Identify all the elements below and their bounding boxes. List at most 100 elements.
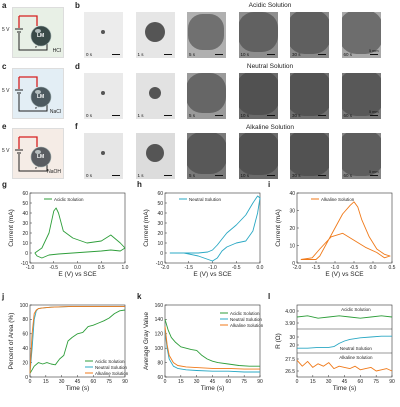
timelapse-frame: 30 s: [290, 73, 329, 119]
y-tick-label: 60: [157, 375, 163, 381]
timelapse-frame: 60 s 5 mm: [341, 73, 381, 119]
scale-bar: [318, 53, 326, 55]
y-tick-label: 30: [289, 208, 295, 214]
x-tick-label: -1.5: [312, 265, 321, 271]
series-line: [300, 201, 391, 260]
x-tick-label: 60: [358, 379, 364, 385]
scale-bar: [163, 114, 172, 116]
lm-droplet: [341, 133, 381, 176]
y-tick-label: 0: [25, 375, 28, 381]
lm-droplet: [101, 91, 105, 95]
x-tick-label: 0.5: [98, 265, 105, 271]
panel-label-j: j: [2, 292, 5, 301]
x-tick-label: 45: [342, 379, 348, 385]
drop-label: LM: [37, 33, 45, 39]
timelapse-frame: 0 s: [84, 73, 123, 119]
lm-droplet: [144, 22, 165, 42]
x-axis-label: Time (s): [333, 385, 357, 392]
y-tick-label: 50: [157, 201, 163, 207]
y-tick-label: 4.00: [285, 309, 295, 315]
y-tick-label: -10: [156, 261, 163, 267]
scale-bar: [369, 174, 378, 176]
series-line: [296, 359, 393, 372]
circuit-diagram: 5 V LM NaCl e⁻: [2, 68, 64, 119]
y-tick-label: 140: [155, 317, 164, 323]
time-label: 60 s: [343, 113, 353, 118]
y-tick-label: 60: [22, 191, 28, 197]
scale-bar: [163, 174, 172, 176]
series-line: [297, 335, 392, 349]
x-tick-label: 60: [91, 379, 97, 385]
x-tick-label: -1.0: [208, 265, 217, 271]
electron-label: e⁻: [35, 44, 40, 49]
timelapse-frame: 30 s: [290, 133, 329, 179]
panel-label-c: c: [2, 62, 7, 71]
lm-droplet: [188, 14, 224, 50]
x-tick-label: 15: [310, 379, 316, 385]
x-tick-label: 1.0: [122, 265, 129, 271]
solution-label: HCl: [52, 48, 61, 54]
x-tick-label: 0.0: [257, 265, 264, 271]
x-tick-label: -0.5: [350, 265, 359, 271]
row-title-alkaline: Alkaline Solution: [245, 124, 295, 131]
panel-label-i: i: [268, 180, 271, 189]
panel-label-e: e: [2, 122, 7, 131]
electron-label: e⁻: [35, 105, 40, 110]
y-tick-label: 120: [155, 332, 164, 338]
series-line: [296, 315, 393, 319]
y-tick-label: 40: [22, 211, 28, 217]
subplot-title: Alkaline Solution: [339, 355, 373, 360]
y-tick-label: 80: [157, 360, 163, 366]
x-tick-label: 0.5: [389, 265, 396, 271]
subplot-title: Acidic Solution: [341, 307, 371, 312]
x-tick-label: -1.5: [184, 265, 193, 271]
x-tick-label: 0.0: [370, 265, 377, 271]
y-tick-label: 30: [22, 221, 28, 227]
y-tick-label: 3.90: [285, 321, 295, 327]
voltage-label: 5 V: [2, 148, 10, 154]
scale-bar: [215, 174, 223, 176]
time-label: 30 s: [292, 113, 301, 118]
scale-bar: [266, 114, 275, 116]
time-label: 1 s: [137, 173, 144, 178]
timelapse-frame: 0 s: [84, 12, 123, 58]
drop-label: LM: [37, 94, 45, 100]
legend-label: Acidic Solution: [54, 197, 84, 202]
time-label: 1 s: [137, 52, 144, 57]
panel-label-h: h: [137, 180, 142, 189]
x-axis-label: E (V) vs SCE: [193, 271, 232, 278]
timelapse-frame: 60 s 5 mm: [341, 133, 381, 179]
legend-label: Acidic Solution: [230, 311, 260, 316]
scale-bar-label: 5 mm: [369, 170, 379, 174]
y-tick-label: 10: [157, 241, 163, 247]
x-tick-label: 90: [257, 379, 263, 385]
y-tick-label: 100: [20, 303, 29, 309]
x-axis-label: Time (s): [201, 385, 225, 392]
x-tick-label: 30: [59, 379, 65, 385]
solution-label: NaCl: [49, 109, 61, 115]
y-axis-label: Current (mA): [275, 209, 282, 247]
chart-i-frame: [296, 192, 393, 264]
y-tick-label: 30: [157, 221, 163, 227]
y-tick-label: 100: [155, 346, 164, 352]
y-tick-label: 60: [157, 191, 163, 197]
legend-label: Neutral Solution: [230, 317, 263, 322]
x-axis-label: E (V) vs SCE: [325, 271, 364, 278]
x-tick-label: 90: [122, 379, 128, 385]
y-tick-label: 20: [289, 343, 295, 349]
x-tick-label: -1.0: [331, 265, 340, 271]
panel-label-g: g: [2, 180, 7, 189]
lm-droplet: [290, 133, 329, 176]
lm-droplet: [238, 73, 278, 115]
y-tick-label: 0: [160, 251, 163, 257]
scale-bar: [318, 174, 326, 176]
y-axis-label: Current (mA): [143, 209, 150, 247]
circuit-diagram: 5 V LM NaOH e⁻: [2, 128, 64, 179]
y-tick-label: 20: [157, 231, 163, 237]
x-tick-label: 0: [29, 379, 32, 385]
time-label: 30 s: [292, 52, 301, 57]
x-tick-label: 45: [75, 379, 81, 385]
time-label: 0 s: [86, 113, 93, 118]
x-tick-label: 60: [226, 379, 232, 385]
voltage-label: 5 V: [2, 27, 10, 33]
